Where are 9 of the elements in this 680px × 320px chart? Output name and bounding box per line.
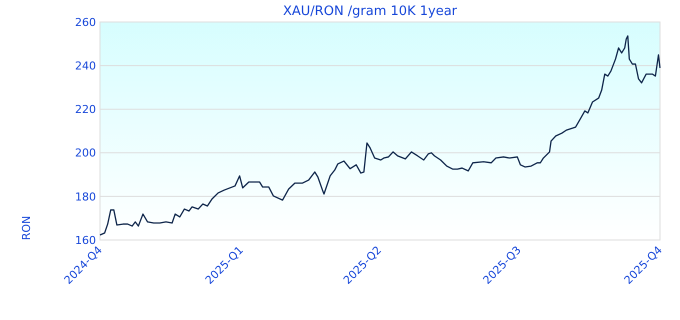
y-tick-label: 180	[75, 190, 96, 204]
chart-title: XAU/RON /gram 10K 1year	[282, 4, 458, 19]
y-tick-label: 220	[75, 103, 96, 116]
line-series	[99, 35, 661, 236]
y-axis-title: RON	[20, 216, 33, 240]
y-tick-label: 200	[75, 146, 96, 160]
y-tick-label: 160	[75, 234, 96, 247]
y-tick-label: 240	[75, 59, 96, 72]
y-tick-label: 260	[75, 16, 96, 29]
